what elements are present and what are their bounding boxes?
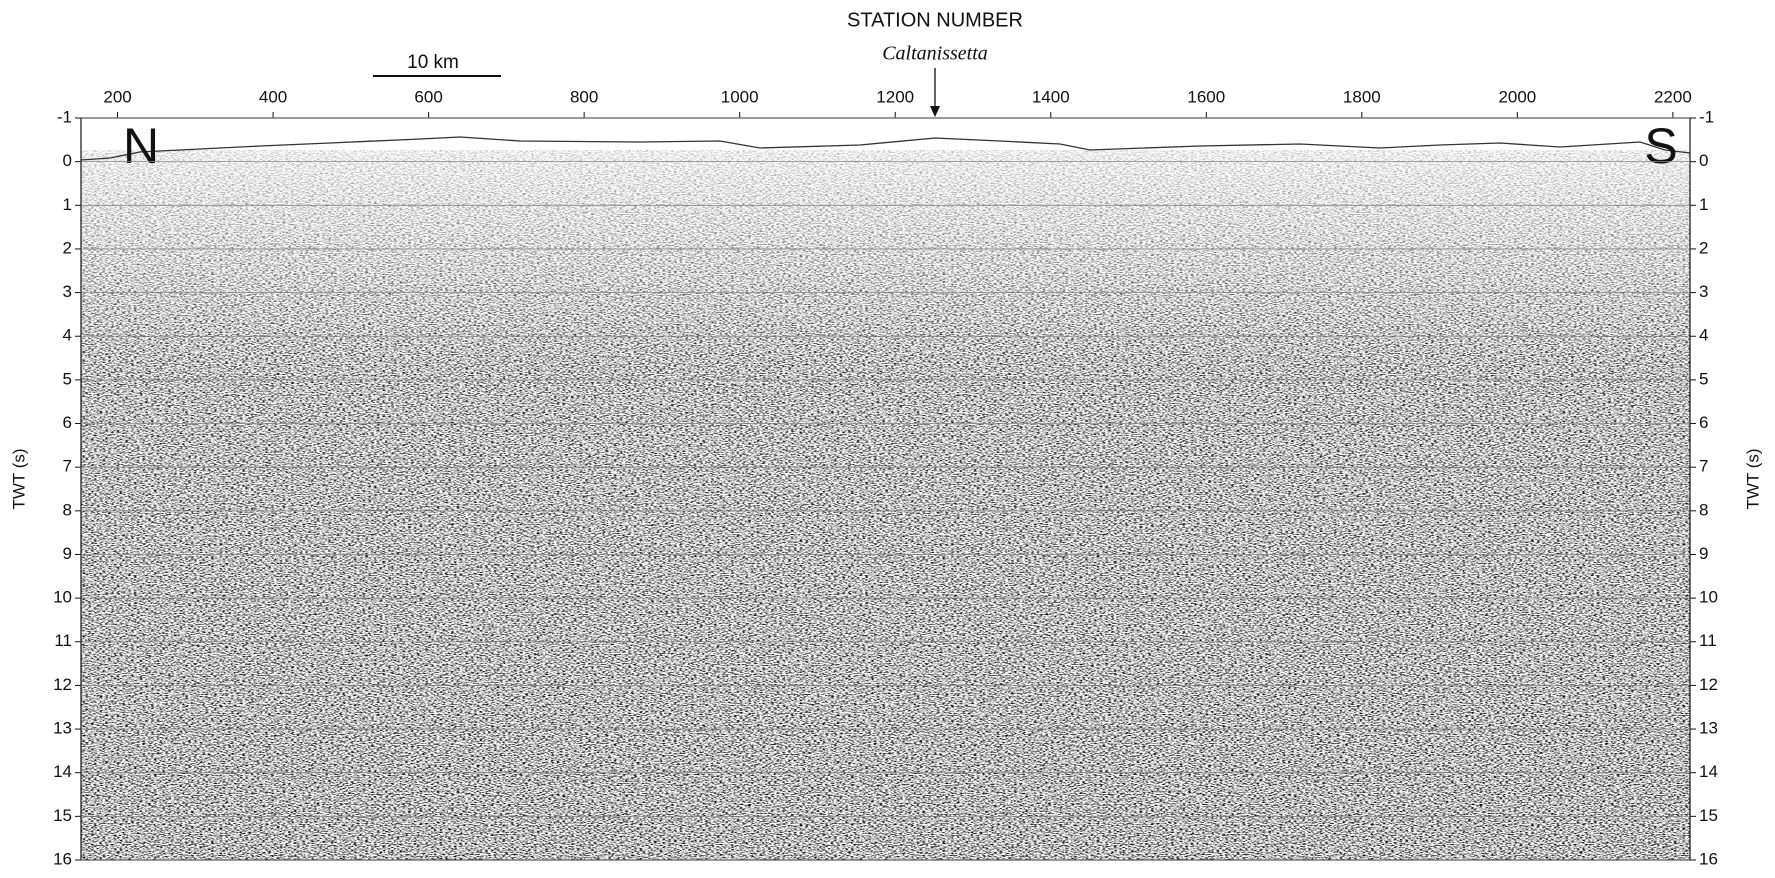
- x-tick-label: 1000: [721, 87, 759, 106]
- y-tick-label: 6: [63, 413, 72, 432]
- x-tick-label: 200: [103, 87, 131, 106]
- x-tick-label: 600: [414, 87, 442, 106]
- y2-tick-label: 12: [1699, 675, 1718, 694]
- y-tick-label: 11: [54, 631, 72, 650]
- y-tick-label: 5: [63, 369, 72, 388]
- y-tick-label: -1: [57, 107, 72, 126]
- y2-tick-label: 13: [1699, 719, 1718, 738]
- y-tick-label: 10: [53, 588, 72, 607]
- y2-tick-label: -1: [1699, 107, 1714, 126]
- y2-tick-label: 9: [1699, 544, 1708, 563]
- y2-tick-label: 8: [1699, 500, 1708, 519]
- y2-tick-label: 1: [1699, 195, 1708, 214]
- y-tick-label: 12: [53, 675, 72, 694]
- x-tick-label: 400: [259, 87, 287, 106]
- arrow-head: [930, 106, 940, 117]
- x-tick-label: 1200: [876, 87, 914, 106]
- south-label: S: [1644, 118, 1677, 174]
- north-label: N: [123, 118, 159, 174]
- y-tick-label: 9: [63, 544, 72, 563]
- y2-axis-label: TWT (s): [1743, 448, 1762, 509]
- texture-fade: [81, 150, 1690, 860]
- y-tick-label: 1: [63, 195, 72, 214]
- y-tick-label: 14: [53, 762, 72, 781]
- y2-tick-label: 11: [1699, 631, 1717, 650]
- chart: STATION NUMBER Caltanissetta 10 km N S T…: [0, 0, 1775, 873]
- y-tick-label: 13: [53, 719, 72, 738]
- y-tick-label: 4: [63, 326, 72, 345]
- y-tick-label: 0: [63, 151, 72, 170]
- y2-tick-label: 7: [1699, 457, 1708, 476]
- y-axis-label: TWT (s): [9, 448, 28, 509]
- y2-tick-label: 10: [1699, 588, 1718, 607]
- chart-title: STATION NUMBER: [847, 9, 1023, 31]
- y2-tick-label: 15: [1699, 806, 1718, 825]
- x-tick-label: 1400: [1032, 87, 1070, 106]
- y-tick-label: 15: [53, 806, 72, 825]
- y-tick-label: 8: [63, 500, 72, 519]
- plot-area: [81, 137, 1690, 860]
- x-tick-label: 2000: [1498, 87, 1536, 106]
- y2-tick-label: 0: [1699, 151, 1708, 170]
- x-tick-label: 800: [570, 87, 598, 106]
- y-tick-label: 2: [63, 238, 72, 257]
- y2-tick-label: 5: [1699, 369, 1708, 388]
- scale-bar-label: 10 km: [407, 52, 459, 73]
- page: STATION NUMBER Caltanissetta 10 km N S T…: [0, 0, 1775, 873]
- x-tick-label: 1600: [1187, 87, 1225, 106]
- y2-tick-label: 6: [1699, 413, 1708, 432]
- y2-tick-label: 14: [1699, 762, 1718, 781]
- annotation: Caltanissetta: [882, 43, 988, 65]
- y-tick-label: 3: [63, 282, 72, 301]
- y2-tick-label: 16: [1699, 849, 1718, 868]
- y-tick-label: 7: [63, 457, 72, 476]
- x-tick-label: 1800: [1343, 87, 1381, 106]
- y2-tick-label: 2: [1699, 238, 1708, 257]
- y2-tick-label: 4: [1699, 326, 1708, 345]
- x-tick-label: 2200: [1654, 87, 1692, 106]
- y2-tick-label: 3: [1699, 282, 1708, 301]
- y-tick-label: 16: [53, 849, 72, 868]
